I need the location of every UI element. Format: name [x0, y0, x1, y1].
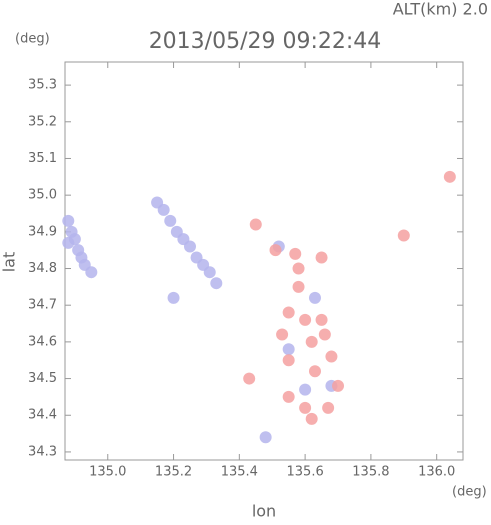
chart-title: 2013/05/29 09:22:44: [149, 29, 382, 54]
echo-point: [276, 328, 289, 341]
y-tick-label: 34.6: [28, 334, 57, 349]
echo-point: [305, 412, 318, 425]
y-tick-label: 35.1: [28, 151, 57, 166]
y-tick-label: 34.8: [28, 261, 57, 276]
y-tick-label: 34.5: [28, 371, 57, 386]
echo-point: [259, 431, 272, 444]
y-tick-label: 35.2: [28, 114, 57, 129]
echo-point: [318, 328, 331, 341]
echo-point: [299, 313, 312, 326]
echo-point: [164, 214, 177, 227]
echo-point: [282, 306, 295, 319]
echo-point: [269, 244, 282, 257]
echo-point: [157, 203, 170, 216]
y-tick-label: 34.9: [28, 224, 57, 239]
echo-point: [282, 390, 295, 403]
x-tick-label: 135.4: [221, 465, 258, 480]
y-tick-label: 34.4: [28, 408, 57, 423]
echo-point: [322, 401, 335, 414]
annotation: ALT(km) 2.0: [393, 0, 488, 19]
x-tick-label: 135.6: [287, 465, 324, 480]
echo-point: [299, 383, 312, 396]
x-tick-label: 135.8: [352, 465, 389, 480]
echo-point: [85, 266, 98, 279]
echo-point: [167, 291, 180, 304]
echo-point: [325, 350, 338, 363]
x-unit: (deg): [452, 485, 487, 500]
echo-point: [289, 247, 302, 260]
echo-point: [315, 313, 328, 326]
echo-point: [62, 214, 75, 227]
echo-point: [62, 236, 75, 249]
echo-point: [299, 401, 312, 414]
y-tick-label: 35.0: [28, 188, 57, 203]
echo-point: [308, 291, 321, 304]
echo-point: [282, 354, 295, 367]
y-tick-label: 34.7: [28, 298, 57, 313]
y-axis-label: lat: [0, 252, 19, 273]
echo-point: [397, 229, 410, 242]
echo-point: [292, 280, 305, 293]
echo-point: [292, 262, 305, 275]
echo-point: [210, 277, 223, 290]
echo-point: [443, 170, 456, 183]
y-tick-label: 35.3: [28, 78, 57, 93]
echo-point: [282, 343, 295, 356]
echo-point: [243, 372, 256, 385]
x-tick-label: 136.0: [418, 465, 455, 480]
echo-point: [315, 251, 328, 264]
x-axis-label: lon: [252, 502, 276, 521]
echo-point: [332, 379, 345, 392]
echo-point: [203, 266, 216, 279]
plot-frame: [64, 61, 464, 461]
echo-point: [308, 365, 321, 378]
echo-point: [305, 335, 318, 348]
x-tick-label: 135.2: [155, 465, 192, 480]
echo-point: [249, 218, 262, 231]
y-unit: (deg): [15, 32, 50, 47]
x-tick-label: 135.0: [89, 465, 126, 480]
echo-point: [183, 240, 196, 253]
y-tick-label: 34.3: [28, 444, 57, 459]
